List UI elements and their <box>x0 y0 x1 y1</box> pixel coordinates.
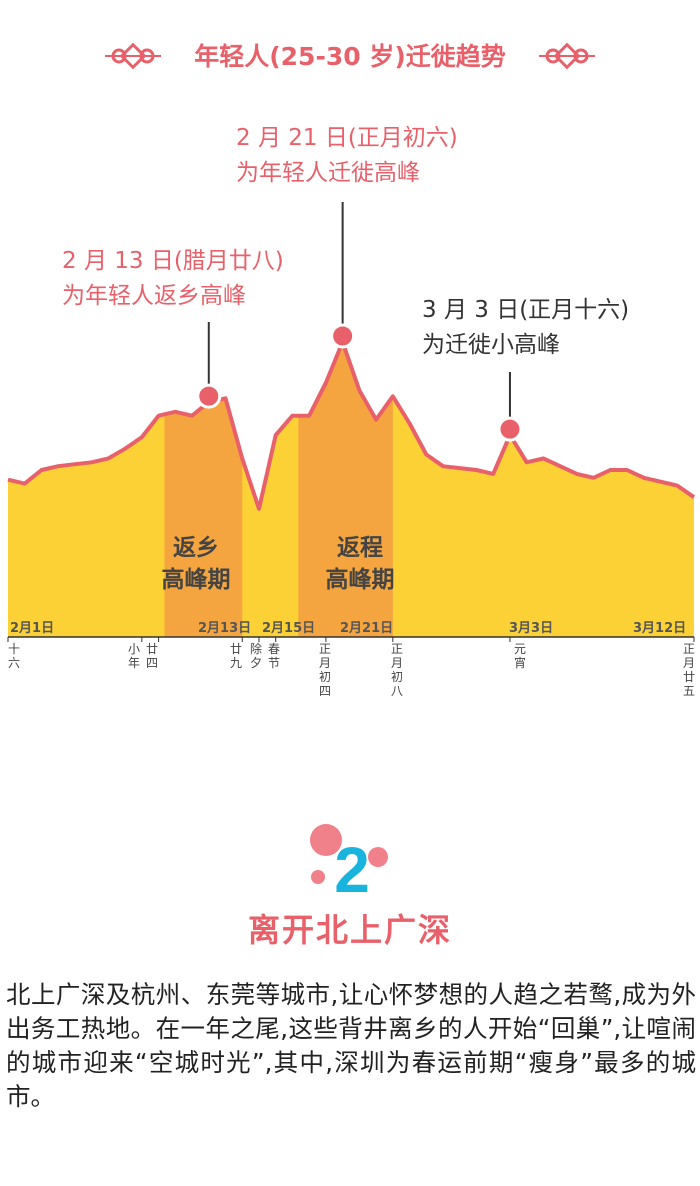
annotation-2-text: 为年轻人迁徙高峰 <box>236 160 420 186</box>
decor-dot-right <box>368 847 388 867</box>
lunar-label: 正月廿五 <box>683 642 695 698</box>
band-label-return-home-2: 高峰期 <box>162 566 231 593</box>
lunar-label: 春节 <box>268 642 280 670</box>
section-number: 2 <box>334 834 370 900</box>
lunar-label: 廿九 <box>230 642 242 670</box>
band-label-return-trip-2: 高峰期 <box>326 566 395 593</box>
x-label-mar12: 3月12日 <box>633 621 686 636</box>
chart-title: 年轻人(25-30 岁)迁徙趋势 <box>194 42 506 71</box>
lunar-label: 正月初四 <box>319 642 331 698</box>
lunar-label: 除夕 <box>250 641 262 670</box>
knot-icon-right <box>539 42 595 70</box>
band-label-return-trip-1: 返程 <box>337 535 383 561</box>
decor-dot-small <box>311 870 325 884</box>
x-label-feb13: 2月13日 <box>198 621 251 636</box>
annotation-3-date: 3 月 3 日(正月十六) <box>422 297 629 323</box>
lunar-label: 元宵 <box>514 642 526 670</box>
section-number-badge: 2 <box>310 824 388 900</box>
annotation-2-date: 2 月 21 日(正月初六) <box>236 125 458 151</box>
lunar-label: 小年 <box>128 642 140 670</box>
section-paragraph: 北上广深及杭州、东莞等城市,让心怀梦想的人趋之若鹜,成为外出务工热地。在一年之尾… <box>6 980 696 1111</box>
section-heading: 离开北上广深 <box>247 911 452 949</box>
x-label-feb15: 2月15日 <box>262 621 315 636</box>
annotation-1-text: 为年轻人返乡高峰 <box>62 283 246 309</box>
migration-chart: 年轻人(25-30 岁)迁徙趋势 返乡 高峰期 返程 高峰期 2 月 21 日(… <box>7 42 696 698</box>
x-label-feb21: 2月21日 <box>340 621 393 636</box>
annotation-3-text: 为迁徙小高峰 <box>422 332 560 358</box>
series-line <box>7 340 696 511</box>
peak-marker-return-home <box>196 383 222 409</box>
decor-dot-large <box>310 824 342 856</box>
peak-marker-migration <box>330 323 356 349</box>
band-label-return-home-1: 返乡 <box>173 535 219 561</box>
x-label-mar3: 3月3日 <box>509 621 553 636</box>
peak-marker-small <box>497 416 523 442</box>
knot-icon-left <box>105 42 161 70</box>
lunar-label: 正月初八 <box>391 642 403 698</box>
annotation-1-date: 2 月 13 日(腊月廿八) <box>62 248 284 274</box>
lunar-label: 廿四 <box>146 642 158 670</box>
lunar-label: 十六 <box>8 642 20 670</box>
x-label-feb1: 2月1日 <box>10 621 54 636</box>
